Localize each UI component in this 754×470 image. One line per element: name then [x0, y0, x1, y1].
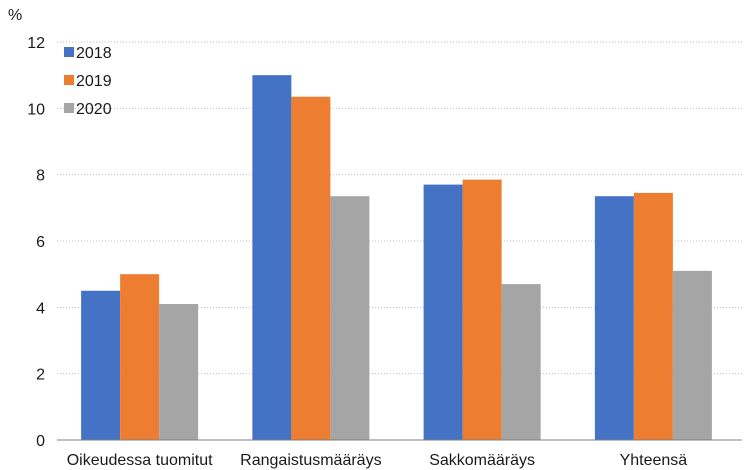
bar-2019-2 — [462, 179, 502, 440]
bars — [81, 75, 712, 441]
category-label: Yhteensä — [620, 452, 688, 469]
legend-swatch-2019 — [64, 75, 74, 85]
bar-2019-0 — [120, 274, 160, 440]
category-label: Sakkomääräys — [429, 452, 535, 469]
bar-2018-3 — [594, 196, 634, 440]
y-axis-unit-label: % — [8, 7, 22, 24]
legend-label: 2019 — [76, 73, 112, 90]
category-label: Oikeudessa tuomitut — [67, 452, 213, 469]
legend: 2018 2019 2020 — [64, 45, 112, 118]
bar-2018-0 — [81, 290, 121, 440]
y-tick-label: 0 — [36, 433, 45, 450]
y-tick-label: 2 — [36, 367, 45, 384]
bar-2020-2 — [501, 284, 541, 440]
category-label: Rangaistusmääräys — [240, 452, 381, 469]
bar-2020-0 — [159, 304, 199, 440]
bar-2020-3 — [672, 270, 712, 440]
y-tick-label: 4 — [36, 300, 45, 317]
bar-2020-1 — [330, 196, 370, 440]
legend-label: 2020 — [76, 101, 112, 118]
bar-2018-1 — [252, 75, 292, 441]
y-tick-label: 6 — [36, 234, 45, 251]
bar-2019-3 — [633, 192, 673, 440]
y-axis-ticks: 0 2 4 6 8 10 12 — [27, 35, 45, 450]
legend-label: 2018 — [76, 45, 112, 62]
bar-2018-2 — [423, 184, 463, 440]
y-tick-label: 8 — [36, 168, 45, 185]
y-tick-label: 10 — [27, 101, 45, 118]
bar-2019-1 — [291, 96, 331, 440]
legend-swatch-2018 — [64, 47, 74, 57]
x-axis-category-labels: Oikeudessa tuomitut Rangaistusmääräys Sakk… — [67, 452, 688, 469]
legend-swatch-2020 — [64, 103, 74, 113]
y-tick-label: 12 — [27, 35, 45, 52]
